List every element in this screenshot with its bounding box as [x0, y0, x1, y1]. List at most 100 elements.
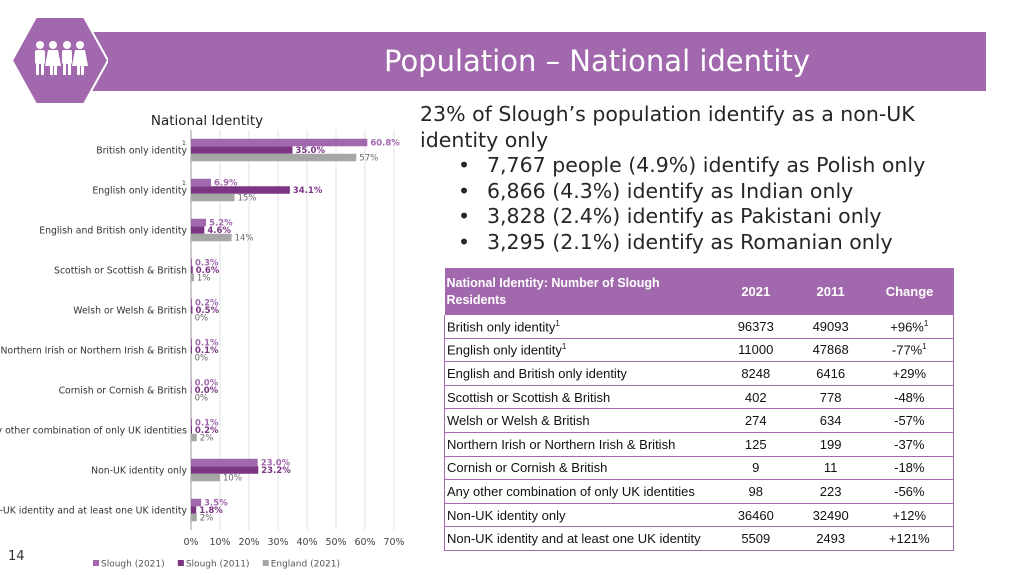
data-label: 0.1% [195, 418, 219, 428]
x-tick-label: 0% [183, 537, 198, 548]
x-tick-label: 70% [383, 537, 404, 548]
chart-title: National Identity [151, 113, 263, 129]
bar-slough-2021 [191, 138, 368, 147]
change-cell: -48% [865, 385, 954, 410]
table-row: Welsh or Welsh & British 274 634 -57% [443, 408, 954, 433]
people-group-icon [12, 17, 108, 104]
header-banner: Population – National identity [88, 32, 986, 91]
column-header: Change [865, 268, 954, 315]
legend-label: Slough (2011) [186, 560, 250, 570]
bullet-list: 7,767 people (4.9%) identify as Polish o… [420, 153, 980, 255]
bar-slough-2011 [191, 426, 192, 434]
data-label: 2% [200, 513, 214, 523]
category-label: English only identity [92, 186, 187, 197]
lead-statement: 23% of Slough’s population identify as a… [420, 102, 915, 152]
data-label: 0.0% [195, 378, 219, 388]
data-label: 34.1% [293, 186, 323, 196]
bar-slough-2011 [191, 186, 290, 194]
data-label: 2% [200, 433, 214, 443]
data-label: 60.8% [370, 138, 400, 148]
data-label: 0.5% [195, 306, 219, 316]
data-label: 1.8% [199, 506, 223, 516]
x-tick-label: 50% [325, 537, 346, 548]
key-findings: 23% of Slough’s population identify as a… [420, 102, 980, 255]
count-2021-cell: 5509 [715, 526, 796, 551]
column-header: National Identity: Number of Slough Resi… [444, 268, 716, 315]
bar-slough-2011 [191, 146, 293, 154]
change-cell: +29% [865, 361, 954, 386]
identity-cell: Scottish or Scottish & British [443, 385, 716, 410]
data-label: 0% [195, 393, 209, 403]
identity-cell: English and British only identity [443, 361, 716, 386]
table-row: English and British only identity 8248 641… [443, 361, 954, 386]
count-2021-cell: 8248 [715, 361, 796, 386]
bar-slough-2011 [191, 346, 192, 354]
change-cell: +12% [865, 503, 954, 528]
bar-slough-2011 [191, 226, 205, 234]
x-tick-label: 60% [354, 537, 375, 548]
category-label: British only identity [96, 146, 187, 157]
data-label: 4.6% [207, 226, 231, 236]
legend-swatch [93, 560, 99, 566]
table-row: Northern Irish or Northern Irish & Briti… [443, 432, 954, 457]
table-header-row: National Identity: Number of Slough Resi… [444, 268, 954, 315]
table-row: Any other combination of only UK identit… [443, 479, 954, 504]
data-label: 23.0% [261, 458, 291, 468]
bar-england-2021 [191, 153, 357, 162]
count-2011-cell: 6416 [795, 361, 866, 386]
count-2021-cell: 402 [715, 385, 796, 410]
legend-label: Slough (2021) [101, 560, 165, 570]
bar-england-2021 [191, 233, 232, 242]
table-row: Scottish or Scottish & British 402 778 -48% [443, 385, 954, 410]
legend-label: England (2021) [271, 560, 340, 570]
count-2021-cell: 125 [715, 432, 796, 457]
count-2021-cell: 36460 [715, 503, 796, 528]
count-2011-cell: 32490 [795, 503, 866, 528]
category-footnote-mark: 1 [182, 139, 186, 147]
bar-england-2021 [191, 393, 192, 402]
legend-swatch [177, 560, 184, 566]
category-label: Scottish or Scottish & British [54, 266, 187, 277]
bar-england-2021 [191, 313, 192, 322]
category-label: English and British only identity [39, 226, 187, 237]
table-row: Non-UK identity only 36460 32490 +12% [443, 503, 954, 528]
count-2011-cell: 634 [795, 408, 866, 433]
bar-england-2021 [191, 193, 235, 202]
data-label: 0.1% [195, 346, 219, 356]
table-row: Non-UK identity and at least one UK iden… [443, 526, 954, 551]
count-2021-cell: 98 [715, 479, 796, 504]
x-tick-label: 10% [209, 537, 230, 548]
x-tick-label: 20% [238, 537, 259, 548]
bullet-item: 3,295 (2.1%) identify as Romanian only [420, 230, 980, 256]
data-label: 0.1% [195, 338, 219, 348]
identity-cell: Non-UK identity and at least one UK iden… [443, 526, 716, 551]
data-label: 0.2% [195, 298, 219, 308]
data-label: 0% [195, 353, 209, 363]
data-label: 6.9% [214, 178, 238, 188]
bar-england-2021 [191, 273, 194, 282]
change-cell: -37% [865, 432, 954, 457]
legend-swatch [262, 560, 269, 566]
table-row: Cornish or Cornish & British 9 11 -18% [443, 456, 954, 481]
bar-slough-2011 [191, 266, 193, 274]
bullet-item: 7,767 people (4.9%) identify as Polish o… [420, 153, 980, 179]
count-2021-cell: 96373 [715, 315, 796, 339]
data-label: 0.0% [195, 386, 219, 396]
category-label: Non-UK identity only [91, 466, 187, 477]
identity-cell: British only identity1 [443, 315, 716, 339]
count-2011-cell: 47868 [795, 338, 866, 363]
bar-slough-2021 [191, 378, 192, 387]
data-label: 15% [238, 193, 257, 203]
bullet-item: 6,866 (4.3%) identify as Indian only [420, 179, 980, 205]
data-label: 35.0% [296, 146, 326, 156]
bar-slough-2021 [191, 218, 207, 227]
bar-slough-2011 [191, 306, 193, 314]
bar-slough-2021 [191, 298, 192, 307]
count-2021-cell: 9 [715, 456, 796, 481]
category-label: Cornish or Cornish & British [59, 386, 188, 397]
data-label: 5.2% [209, 218, 233, 228]
x-tick-label: 30% [267, 537, 288, 548]
bar-slough-2021 [191, 498, 202, 507]
category-label: Any other combination of only UK identit… [0, 426, 187, 437]
